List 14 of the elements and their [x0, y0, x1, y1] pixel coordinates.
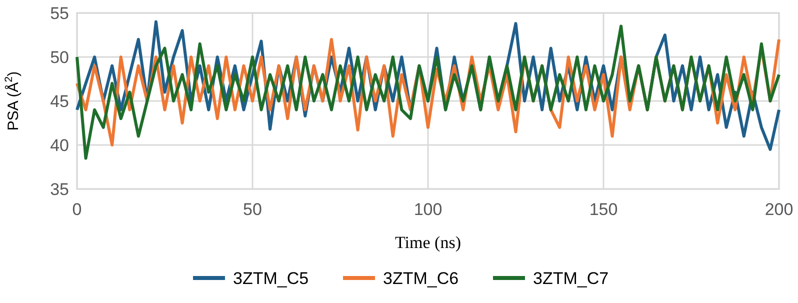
x-axis-title: Time (ns) [395, 233, 461, 252]
x-tick-label: 50 [243, 200, 262, 219]
legend-label: 3ZTM_C7 [533, 268, 609, 288]
y-tick-label: 35 [50, 180, 69, 199]
y-tick-label: 50 [50, 48, 69, 67]
x-tick-label: 200 [764, 200, 794, 219]
legend-label: 3ZTM_C6 [383, 268, 459, 288]
x-tick-label: 0 [72, 200, 82, 219]
legend-label: 3ZTM_C5 [233, 268, 309, 288]
y-tick-label: 55 [50, 4, 69, 23]
y-tick-label: 40 [50, 136, 69, 155]
y-tick-label: 45 [50, 92, 69, 111]
x-tick-label: 100 [414, 200, 442, 219]
x-tick-label: 150 [589, 200, 618, 219]
